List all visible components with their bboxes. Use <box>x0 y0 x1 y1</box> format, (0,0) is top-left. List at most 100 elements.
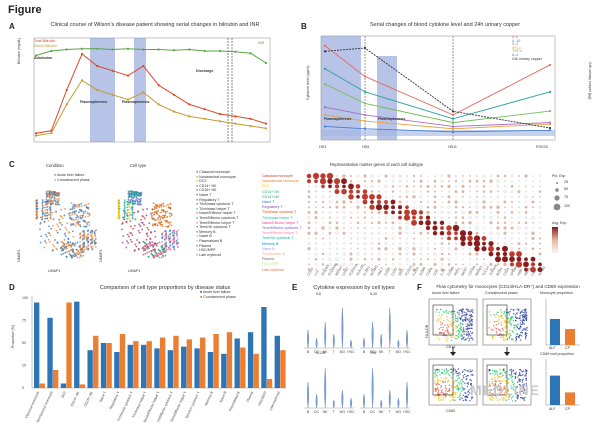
dot <box>369 204 375 210</box>
dot <box>469 263 471 266</box>
dot <box>405 190 409 194</box>
gene-label: HBB <box>516 268 523 277</box>
annotation-discharge: Discharge <box>196 69 214 73</box>
dot <box>447 236 451 241</box>
dot <box>447 252 451 256</box>
dot <box>524 195 528 199</box>
violin-xtick: NK <box>323 410 328 414</box>
dot <box>539 180 541 183</box>
point-1-3 <box>80 79 84 82</box>
flow-event <box>454 386 456 389</box>
point-1-10 <box>188 115 191 118</box>
umap-cell-type <box>121 222 124 224</box>
flow-event <box>468 320 470 322</box>
umap-cell-type <box>173 238 176 241</box>
flow-event <box>456 311 459 313</box>
umap-cell-type <box>134 218 137 221</box>
flow-event <box>494 316 497 319</box>
dot <box>350 247 352 250</box>
flow-event <box>517 323 519 326</box>
flow-event <box>510 393 513 395</box>
umap-cell-type <box>131 212 134 214</box>
dot <box>532 190 534 193</box>
pct-exp-dots <box>553 181 561 210</box>
flow-event <box>455 327 457 329</box>
flow-event <box>441 372 443 374</box>
flow-event <box>496 375 499 377</box>
dot <box>371 258 373 261</box>
flow-event <box>466 396 469 399</box>
flow-event <box>525 318 527 320</box>
flow-event <box>456 387 458 389</box>
dot <box>509 251 515 257</box>
flow-event <box>507 389 509 391</box>
umap-cell-type <box>117 211 120 214</box>
flow-event <box>470 324 473 326</box>
flow-event <box>507 382 509 384</box>
flow-event <box>461 371 464 374</box>
dot <box>349 262 353 267</box>
dot <box>306 179 312 184</box>
dot <box>390 205 396 210</box>
flow-event <box>508 395 511 397</box>
flow-event <box>501 389 504 392</box>
point-0-10 <box>188 103 191 106</box>
dot <box>412 174 416 178</box>
flow-event <box>461 386 463 389</box>
umap-cell-type <box>144 249 147 252</box>
flow-event <box>454 393 456 395</box>
dot <box>362 199 368 205</box>
flow-event <box>505 376 507 379</box>
b-point-6-2 <box>451 110 455 113</box>
umap-cell <box>89 230 92 233</box>
flow-event <box>494 388 497 390</box>
flow-event <box>438 397 440 399</box>
flow-event <box>455 371 457 373</box>
umap-cell-type <box>167 225 170 228</box>
point-1-0 <box>34 134 38 137</box>
flow-event <box>512 338 514 340</box>
point-2-4 <box>96 47 99 50</box>
celltype-label: Plasmablast B <box>199 238 223 243</box>
flow-event <box>510 387 512 389</box>
umap-cell-type <box>161 223 163 226</box>
dot <box>503 221 507 225</box>
umap-cell <box>47 220 50 222</box>
dot <box>356 232 360 235</box>
flow-event <box>499 368 501 371</box>
dot <box>427 242 429 245</box>
umap-cell-type <box>160 251 162 254</box>
dot <box>524 237 528 240</box>
flow-event <box>521 323 524 325</box>
flow-event <box>524 336 527 339</box>
flow-event <box>498 384 500 386</box>
umap-cell-type <box>169 233 172 235</box>
umap-cell <box>71 213 73 216</box>
umap-cell <box>77 223 80 226</box>
d-bar-1-10 <box>173 335 179 388</box>
dot <box>384 236 388 240</box>
dotplot-row-label: Term/Vir cytotoxic T <box>262 236 294 241</box>
celltype-legend: ● Classical monocyte ● Nonclassical monoc… <box>196 170 239 257</box>
dot <box>510 247 514 250</box>
flow-event <box>441 328 444 331</box>
b-point-0-1 <box>363 75 367 78</box>
celltype-label: T/ichinase cytotoxic T <box>199 202 234 207</box>
umap-cell-type <box>147 255 150 258</box>
flow-event <box>467 310 469 312</box>
umap-cell-type <box>164 230 166 233</box>
dot <box>420 268 422 271</box>
umap-cell <box>78 211 80 214</box>
umap-cell-type <box>162 255 165 258</box>
umap-cell <box>71 211 74 213</box>
dot <box>440 205 444 209</box>
dot <box>425 219 431 226</box>
flow-event <box>509 369 511 371</box>
dot <box>462 258 464 260</box>
dot <box>378 237 380 240</box>
dot <box>328 221 332 225</box>
flow-event <box>499 333 501 335</box>
flow-event <box>488 392 490 394</box>
umap-cell-type <box>146 235 149 238</box>
flow-event <box>470 391 473 394</box>
